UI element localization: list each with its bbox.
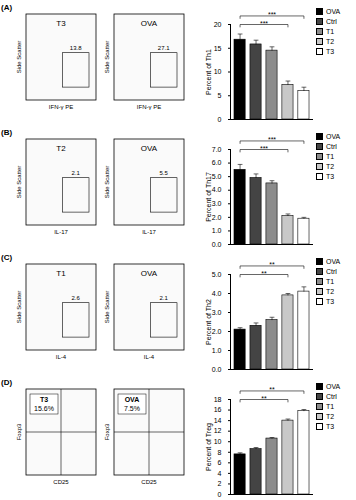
- svg-text:(C): (C): [1, 253, 12, 262]
- svg-text:14: 14: [214, 417, 222, 424]
- svg-text:4: 4: [218, 470, 222, 477]
- svg-text:(D): (D): [1, 378, 12, 387]
- html-text:T3: T3: [326, 172, 335, 180]
- svg-text:5.0: 5.0: [212, 173, 222, 180]
- html-text:T1: T1: [326, 402, 335, 410]
- svg-text:6: 6: [218, 459, 222, 466]
- svg-text:Percent of Th17: Percent of Th17: [205, 172, 212, 222]
- svg-text:5.0: 5.0: [212, 271, 222, 278]
- svg-text:**: **: [261, 395, 267, 402]
- svg-text:Percent of Treg: Percent of Treg: [205, 423, 213, 471]
- html-text:T2: T2: [326, 287, 335, 295]
- svg-text:Side Scatter: Side Scatter: [16, 291, 22, 324]
- svg-text:15: 15: [214, 44, 222, 51]
- svg-text:10: 10: [214, 438, 222, 445]
- svg-text:4.0: 4.0: [212, 290, 222, 297]
- svg-text:OVA: OVA: [125, 396, 140, 403]
- svg-text:0.0: 0.0: [212, 241, 222, 248]
- svg-text:***: ***: [268, 11, 276, 18]
- svg-text:7.0: 7.0: [212, 146, 222, 153]
- svg-text:***: ***: [260, 145, 268, 152]
- html-text:OVA: OVA: [326, 257, 341, 265]
- html-text:OVA: OVA: [326, 382, 341, 390]
- svg-text:IFN-γ PE: IFN-γ PE: [137, 104, 161, 110]
- svg-text:18: 18: [214, 396, 222, 403]
- svg-text:5.5: 5.5: [160, 170, 169, 176]
- svg-text:2.1: 2.1: [160, 295, 169, 301]
- svg-text:IL-17: IL-17: [54, 229, 68, 235]
- html-text:T1: T1: [326, 27, 335, 35]
- svg-text:0: 0: [218, 116, 222, 123]
- svg-text:0.0: 0.0: [212, 366, 222, 373]
- svg-text:OVA: OVA: [141, 269, 158, 278]
- html-text:OVA: OVA: [326, 7, 341, 15]
- svg-text:20: 20: [214, 21, 222, 28]
- svg-text:T1: T1: [56, 269, 66, 278]
- svg-text:2.0: 2.0: [212, 328, 222, 335]
- html-text:T2: T2: [326, 37, 335, 45]
- html-text:Ctrl: Ctrl: [326, 392, 337, 400]
- html-text:T1: T1: [326, 277, 335, 285]
- svg-text:Foxp3: Foxp3: [104, 423, 110, 440]
- svg-text:Side Scatter: Side Scatter: [16, 41, 22, 74]
- svg-text:T3: T3: [56, 19, 66, 28]
- svg-text:***: ***: [260, 20, 268, 27]
- svg-text:IL-4: IL-4: [144, 354, 155, 360]
- svg-text:**: **: [269, 386, 275, 393]
- svg-text:Side Scatter: Side Scatter: [104, 41, 110, 74]
- html-text:T1: T1: [326, 152, 335, 160]
- svg-text:(A): (A): [1, 3, 12, 12]
- svg-text:0: 0: [218, 491, 222, 498]
- svg-text:8: 8: [218, 449, 222, 456]
- svg-text:**: **: [261, 270, 267, 277]
- svg-text:Percent of Th2: Percent of Th2: [205, 299, 212, 345]
- svg-text:IFN-γ PE: IFN-γ PE: [49, 104, 73, 110]
- svg-text:7.5%: 7.5%: [124, 405, 140, 412]
- html-text:T2: T2: [326, 412, 335, 420]
- html-text:OVA: OVA: [326, 132, 341, 140]
- svg-text:10: 10: [214, 68, 222, 75]
- svg-text:Side Scatter: Side Scatter: [104, 166, 110, 199]
- svg-text:1.0: 1.0: [212, 347, 222, 354]
- html-text:T3: T3: [326, 297, 335, 305]
- svg-text:5: 5: [218, 92, 222, 99]
- svg-text:3.0: 3.0: [212, 309, 222, 316]
- html-text:Ctrl: Ctrl: [326, 142, 337, 150]
- svg-text:Foxp3: Foxp3: [16, 423, 22, 440]
- svg-text:1.0: 1.0: [212, 227, 222, 234]
- svg-text:2.0: 2.0: [212, 214, 222, 221]
- svg-text:16: 16: [214, 406, 222, 413]
- html-text:T3: T3: [326, 47, 335, 55]
- svg-text:3.0: 3.0: [212, 200, 222, 207]
- html-text:T3: T3: [326, 422, 335, 430]
- svg-text:2: 2: [218, 480, 222, 487]
- svg-text:2.1: 2.1: [72, 170, 81, 176]
- svg-text:CD25: CD25: [53, 479, 69, 485]
- svg-text:T2: T2: [56, 144, 66, 153]
- html-text:Ctrl: Ctrl: [326, 17, 337, 25]
- svg-text:IL-4: IL-4: [56, 354, 67, 360]
- html-text:Ctrl: Ctrl: [326, 267, 337, 275]
- svg-text:OVA: OVA: [141, 19, 158, 28]
- svg-text:13.8: 13.8: [70, 45, 82, 51]
- svg-text:Percent of Th1: Percent of Th1: [205, 49, 212, 95]
- svg-text:CD25: CD25: [141, 479, 157, 485]
- svg-text:27.1: 27.1: [158, 45, 170, 51]
- svg-text:15.6%: 15.6%: [34, 405, 54, 412]
- svg-text:OVA: OVA: [141, 144, 158, 153]
- svg-text:Side Scatter: Side Scatter: [16, 166, 22, 199]
- svg-text:12: 12: [214, 427, 222, 434]
- svg-text:4.0: 4.0: [212, 186, 222, 193]
- svg-text:**: **: [269, 261, 275, 268]
- svg-text:Side Scatter: Side Scatter: [104, 291, 110, 324]
- html-text:T2: T2: [326, 162, 335, 170]
- svg-text:2.6: 2.6: [72, 295, 81, 301]
- svg-text:(B): (B): [1, 128, 12, 137]
- svg-text:6.0: 6.0: [212, 159, 222, 166]
- svg-text:T3: T3: [40, 396, 48, 403]
- svg-text:IL-17: IL-17: [142, 229, 156, 235]
- svg-text:***: ***: [268, 136, 276, 143]
